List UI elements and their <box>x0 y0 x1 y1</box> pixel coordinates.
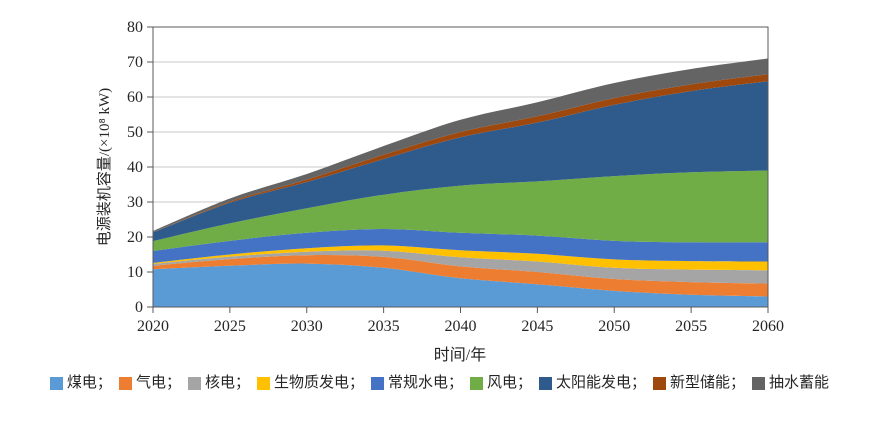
area-series-bands <box>153 58 768 307</box>
legend-label-wind-power: 风电； <box>487 375 533 391</box>
x-tick-label: 2035 <box>368 318 400 335</box>
x-tick-label: 2050 <box>598 318 630 335</box>
y-tick-label: 60 <box>127 89 143 106</box>
y-tick-label: 80 <box>127 19 143 36</box>
legend-swatch-gas-power <box>118 377 132 390</box>
legend-swatch-wind-power <box>470 377 483 390</box>
y-tick-label: 10 <box>127 264 143 281</box>
legend-item-pumped-storage: 抽水蓄能 <box>752 376 829 391</box>
x-tick-label: 2020 <box>137 318 169 335</box>
legend-label-nuclear-power: 核电； <box>204 375 250 391</box>
legend-item-wind-power: 风电； <box>470 376 532 391</box>
y-axis-title: 电源装机容量/(×10⁸ kW) <box>96 88 113 246</box>
x-tick-label: 2040 <box>445 318 477 335</box>
legend-item-coal-power: 煤电； <box>49 375 112 391</box>
y-tick-label: 50 <box>127 124 143 141</box>
area-band-nuclear-power <box>153 250 768 284</box>
y-tick-label: 20 <box>127 229 143 246</box>
legend-item-conventional-hydro: 常规水电； <box>370 375 463 391</box>
legend-swatch-biomass-power <box>256 377 270 390</box>
x-tick-label: 2030 <box>291 318 323 335</box>
area-band-conventional-hydro <box>153 229 768 263</box>
legend-label-pumped-storage: 抽水蓄能 <box>769 375 830 391</box>
legend-item-gas-power: 气电； <box>118 375 181 391</box>
area-band-coal-power <box>153 263 768 307</box>
legend-swatch-nuclear-power <box>187 377 201 390</box>
legend-label-solar-power: 太阳能发电； <box>556 375 647 391</box>
legend-swatch-new-energy-storage <box>653 377 667 390</box>
legend-swatch-conventional-hydro <box>370 377 384 390</box>
x-tick-label: 2060 <box>752 318 784 335</box>
area-band-wind-power <box>153 170 768 251</box>
x-axis-title: 时间/年 <box>434 346 486 364</box>
chart-legend: 煤电； 气电； 核电； 生物质发电； 常规水电； 风电； 太阳能发电； 新型储能； 抽水蓄能 <box>0 376 879 391</box>
legend-label-new-energy-storage: 新型储能； <box>670 375 746 391</box>
legend-item-new-energy-storage: 新型储能； <box>653 376 745 391</box>
legend-label-conventional-hydro: 常规水电； <box>387 375 463 391</box>
legend-label-coal-power: 煤电； <box>66 375 112 391</box>
legend-item-biomass-power: 生物质发电； <box>256 375 364 391</box>
area-band-solar-power <box>153 81 768 242</box>
legend-label-gas-power: 气电； <box>135 375 181 391</box>
y-tick-label: 40 <box>127 159 143 176</box>
legend-label-biomass-power: 生物质发电； <box>273 375 364 391</box>
y-tick-label: 30 <box>127 194 143 211</box>
x-tick-label: 2055 <box>675 318 707 335</box>
area-band-pumped-storage <box>153 58 768 233</box>
y-tick-label: 70 <box>127 54 143 71</box>
legend-swatch-pumped-storage <box>752 377 766 390</box>
area-band-gas-power <box>153 255 768 297</box>
x-tick-label: 2045 <box>521 318 553 335</box>
y-tick-label: 0 <box>135 299 143 316</box>
area-band-biomass-power <box>153 245 768 271</box>
legend-item-nuclear-power: 核电； <box>187 375 250 391</box>
legend-swatch-coal-power <box>49 377 63 390</box>
legend-item-solar-power: 太阳能发电； <box>539 376 646 391</box>
x-tick-label: 2025 <box>214 318 246 335</box>
legend-swatch-solar-power <box>539 377 553 390</box>
